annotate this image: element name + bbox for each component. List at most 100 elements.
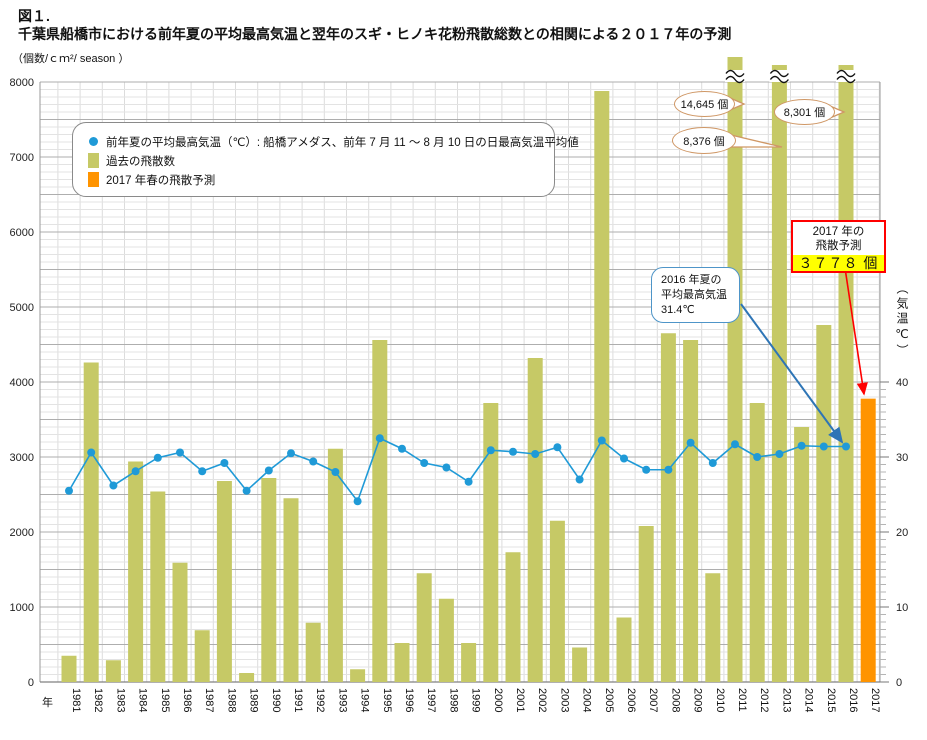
year-label-1982: 1982 (92, 688, 104, 712)
break-mark-tilde (769, 75, 789, 84)
bar-2005 (594, 91, 610, 682)
legend-past-bar-swatch (88, 153, 99, 168)
temp-dot-2016 (842, 442, 850, 451)
year-label-1984: 1984 (137, 688, 149, 712)
bar-2014 (794, 427, 810, 682)
temp-note-line2: 平均最高気温 (661, 289, 727, 301)
bar-1987 (194, 630, 210, 682)
temp-dot-2003 (553, 443, 562, 452)
annotation-arrows (740, 267, 868, 444)
temp-dot-2011 (731, 440, 739, 449)
temp-dot-2009 (686, 438, 695, 447)
y-left-tick-3000: 3000 (10, 452, 34, 464)
year-label-1983: 1983 (114, 688, 126, 712)
bar-1994 (350, 669, 366, 682)
y-right-tick-label-0: 0 (896, 677, 902, 689)
temp-dot-1981 (65, 486, 73, 495)
bar-1993 (327, 448, 343, 682)
year-label-1981: 1981 (70, 688, 82, 712)
year-label-1998: 1998 (447, 688, 459, 712)
callout-bubble-2011: 14,645 個 (674, 91, 735, 117)
year-label-1997: 1997 (425, 688, 437, 712)
temp-dot-2008 (664, 465, 673, 474)
year-label-1986: 1986 (181, 688, 193, 712)
legend-forecast-label: 2017 年春の飛散予測 (106, 174, 216, 187)
temp-dot-1985 (153, 453, 162, 462)
year-label-1990: 1990 (270, 688, 282, 712)
year-label-1993: 1993 (336, 688, 348, 712)
year-label-2006: 2006 (625, 688, 637, 712)
bar-1997 (416, 573, 432, 682)
forecast-box-line1: 2017 年の (812, 226, 865, 238)
bar-1981 (61, 655, 77, 682)
y-left-tick-6000: 6000 (10, 227, 34, 239)
callout-bubble-2013: 8,376 個 (672, 127, 736, 154)
y-right-tick-label-40: 40 (896, 377, 908, 389)
forecast-bar-2017 (860, 398, 876, 682)
bar-2003 (549, 520, 565, 682)
temp-dot-1998 (442, 463, 451, 472)
temp-2016-note: 2016 年夏の 平均最高気温 31.4℃ (651, 267, 740, 323)
temp-dot-2010 (708, 459, 717, 467)
year-label-1999: 1999 (470, 688, 482, 712)
temp-dot-1993 (331, 468, 340, 476)
temp-dot-2014 (797, 441, 806, 450)
year-label-1995: 1995 (381, 688, 393, 712)
temp-dots (65, 434, 850, 506)
bar-2012 (749, 403, 765, 682)
legend-box: 前年夏の平均最高気温（℃）: 船橋アメダス、前年 7 月 11 ～ 8 月 10… (72, 122, 579, 197)
forecast-arrow (844, 267, 868, 396)
temp-dot-2006 (620, 454, 628, 463)
bar-1985 (150, 491, 166, 682)
break-mark-gap (725, 70, 745, 82)
temp-dot-1986 (176, 448, 184, 457)
legend-forecast-bar-swatch (88, 172, 99, 187)
bar-2013 (771, 65, 787, 682)
break-mark-gap (836, 70, 856, 82)
bar-1991 (283, 498, 299, 682)
year-label-2004: 2004 (581, 688, 593, 712)
break-mark-tilde (836, 75, 856, 84)
temp-dot-2012 (753, 453, 762, 461)
bar-1996 (394, 643, 410, 682)
year-label-2017: 2017 (869, 688, 881, 712)
temp-dot-1990 (264, 466, 273, 475)
bar-1986 (172, 562, 188, 682)
year-label-2014: 2014 (803, 688, 815, 712)
temp-dot-1989 (242, 486, 251, 495)
year-label-2012: 2012 (758, 688, 770, 712)
y-left-tick-4000: 4000 (10, 377, 34, 389)
bar-2007 (638, 526, 654, 682)
bar-1983 (105, 660, 121, 682)
forecast-2017-box: 2017 年の 飛散予測 ３７７８ 個 (791, 220, 886, 273)
legend-row-temp: 前年夏の平均最高気温（℃）: 船橋アメダス、前年 7 月 11 ～ 8 月 10… (87, 132, 579, 151)
break-mark-gap (769, 70, 790, 82)
bar-2009 (683, 340, 699, 682)
year-label-1987: 1987 (203, 688, 215, 712)
break-mark-tilde (769, 69, 789, 78)
temp-dot-1994 (353, 497, 362, 506)
bar-1992 (305, 622, 321, 682)
bar-2015 (816, 325, 832, 682)
figure-label: 図１. (18, 8, 50, 24)
year-label-2015: 2015 (825, 688, 837, 712)
break-mark-tilde (725, 75, 745, 84)
y-left-tick-labels: 0 1000 2000 3000 4000 5000 6000 7000 8000 (10, 77, 34, 689)
bar-1995 (372, 340, 388, 682)
break-marks (725, 69, 856, 84)
temp-dot-1992 (309, 457, 318, 466)
legend-temp-dot-swatch (89, 137, 98, 146)
bar-1999 (461, 643, 477, 682)
bar-1990 (261, 478, 277, 682)
bar-2008 (660, 333, 676, 682)
temp-dot-2002 (531, 450, 540, 458)
temp-note-line3: 31.4℃ (661, 304, 695, 316)
year-label-1994: 1994 (359, 688, 371, 712)
bar-2000 (483, 403, 499, 682)
y-left-tick-2000: 2000 (10, 527, 34, 539)
legend-row-past: 過去の飛散数 (87, 151, 554, 170)
bar-2016 (838, 65, 854, 682)
year-label-1991: 1991 (292, 688, 304, 712)
